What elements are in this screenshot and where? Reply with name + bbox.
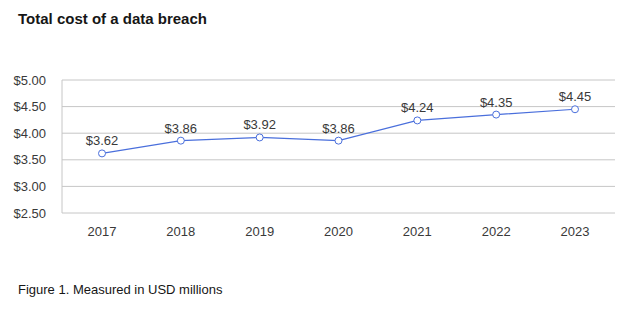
svg-text:2019: 2019: [245, 224, 274, 239]
svg-text:$4.50: $4.50: [13, 99, 46, 114]
html-text:Figure 1. Measured in USD mill: Figure 1. Measured in USD millions: [18, 282, 223, 297]
svg-text:$3.50: $3.50: [13, 152, 46, 167]
svg-text:$4.45: $4.45: [559, 89, 592, 104]
svg-text:2023: 2023: [561, 224, 590, 239]
svg-text:$3.62: $3.62: [86, 133, 119, 148]
svg-text:$2.50: $2.50: [13, 206, 46, 221]
svg-text:2018: 2018: [166, 224, 195, 239]
svg-text:$3.00: $3.00: [13, 179, 46, 194]
svg-text:2020: 2020: [324, 224, 353, 239]
svg-text:2021: 2021: [403, 224, 432, 239]
svg-text:$3.92: $3.92: [243, 117, 276, 132]
html-text:Total cost of a data breach: Total cost of a data breach: [18, 10, 207, 27]
svg-text:2017: 2017: [88, 224, 117, 239]
svg-text:2022: 2022: [482, 224, 511, 239]
svg-text:$4.24: $4.24: [401, 100, 434, 115]
svg-text:$3.86: $3.86: [322, 121, 355, 136]
svg-text:$3.86: $3.86: [165, 121, 198, 136]
svg-text:$5.00: $5.00: [13, 73, 46, 88]
svg-text:$4.00: $4.00: [13, 126, 46, 141]
svg-text:$4.35: $4.35: [480, 95, 513, 110]
